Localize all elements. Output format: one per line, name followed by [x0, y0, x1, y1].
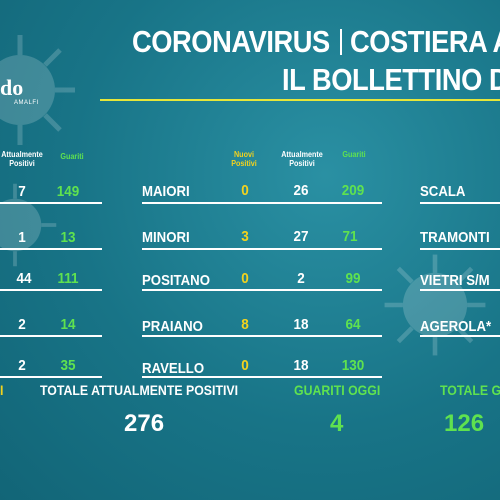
- title-line1-right: COSTIERA A: [350, 24, 500, 59]
- virus-icon: [0, 35, 75, 145]
- middle-row4-guariti: 64: [345, 316, 361, 333]
- middle-row2-attuali: 27: [293, 228, 309, 245]
- middle-row4-nuovi: 8: [241, 316, 249, 333]
- left-row4-attuali: 2: [18, 316, 26, 333]
- row-divider: [0, 248, 102, 250]
- row-divider: [0, 289, 102, 291]
- guariti-oggi-value: 4: [330, 410, 344, 437]
- row-divider: [420, 202, 500, 204]
- middle-row1-guariti: 209: [341, 182, 365, 199]
- virus-icon: [0, 183, 57, 267]
- totale-guariti-value: 126: [444, 410, 485, 437]
- town-name: AGEROLA*: [420, 318, 492, 335]
- left-row3-guariti: 111: [57, 270, 79, 287]
- row-divider: [142, 289, 382, 291]
- middle-row5-attuali: 18: [293, 357, 309, 374]
- town-name: PRAIANO: [142, 318, 203, 335]
- middle-row1-attuali: 26: [293, 182, 309, 199]
- row-divider: [0, 202, 102, 204]
- town-name: MAIORI: [142, 183, 190, 200]
- row-divider: [420, 248, 500, 250]
- town-name: VIETRI S/M: [420, 272, 490, 289]
- left-row3-attuali: 44: [16, 270, 32, 287]
- left-row5-attuali: 2: [18, 357, 26, 374]
- totale-attualmente-positivi-label: TOTALE ATTUALMENTE POSITIVI: [40, 382, 239, 398]
- title-underline: [100, 99, 500, 101]
- row-divider: [142, 248, 382, 250]
- row-divider: [142, 202, 382, 204]
- title-line1-left: CORONAVIRUS: [132, 24, 330, 59]
- header-attualmente-positivi-left: Attualmente Positivi: [1, 150, 43, 168]
- middle-row3-guariti: 99: [345, 270, 361, 287]
- virus-icon: [384, 254, 486, 356]
- guariti-oggi-label: GUARITI OGGI: [294, 382, 381, 398]
- header-attualmente-positivi-middle: Attualmente Positivi: [281, 150, 323, 168]
- title-separator: [340, 29, 342, 55]
- middle-row2-nuovi: 3: [241, 228, 249, 245]
- logo-subtext: AMALFI: [14, 100, 39, 106]
- row-divider: [0, 376, 102, 378]
- row-divider: [142, 335, 382, 337]
- header-guariti-left: Guariti: [60, 152, 84, 161]
- header-guariti-middle: Guariti: [342, 150, 366, 159]
- totale-guariti-label: TOTALE G: [440, 382, 500, 398]
- town-name: RAVELLO: [142, 360, 205, 377]
- row-divider: [142, 376, 382, 378]
- town-name: SCALA: [420, 183, 466, 200]
- row-divider: [0, 335, 102, 337]
- left-row2-guariti: 13: [60, 229, 76, 246]
- middle-row2-guariti: 71: [342, 228, 358, 245]
- footer-left-fragment: I: [0, 382, 4, 398]
- row-divider: [420, 289, 500, 291]
- row-divider: [420, 335, 500, 337]
- middle-row3-nuovi: 0: [241, 270, 249, 287]
- middle-row1-nuovi: 0: [241, 182, 249, 199]
- left-row1-attuali: 7: [18, 183, 26, 200]
- middle-row4-attuali: 18: [293, 316, 309, 333]
- town-name: MINORI: [142, 229, 190, 246]
- left-row2-attuali: 1: [18, 229, 26, 246]
- left-row4-guariti: 14: [60, 316, 76, 333]
- town-name: POSITANO: [142, 272, 210, 289]
- logo-text: do: [0, 75, 24, 100]
- left-row1-guariti: 149: [56, 183, 80, 200]
- middle-row5-guariti: 130: [341, 357, 365, 374]
- left-row5-guariti: 35: [60, 357, 76, 374]
- totale-attualmente-positivi-value: 276: [124, 410, 165, 437]
- title-line2: IL BOLLETTINO D: [282, 62, 500, 97]
- middle-row3-attuali: 2: [297, 270, 305, 287]
- header-nuovi-positivi: Nuovi Positivi: [231, 150, 257, 168]
- middle-row5-nuovi: 0: [241, 357, 249, 374]
- town-name: TRAMONTI: [420, 229, 490, 246]
